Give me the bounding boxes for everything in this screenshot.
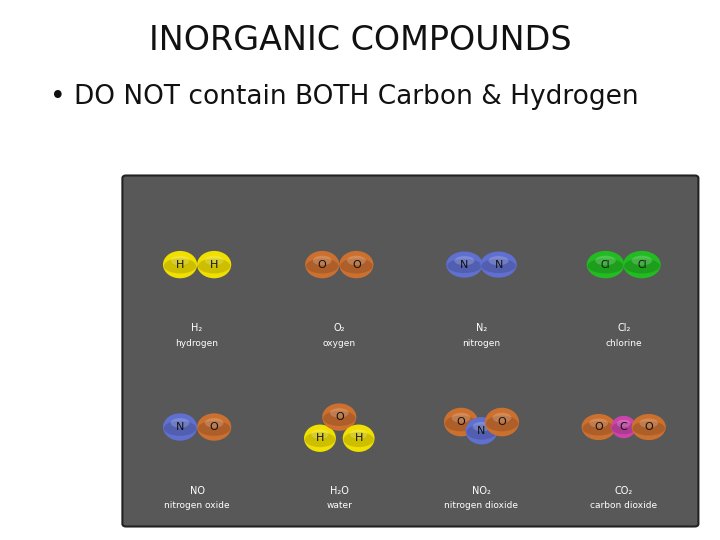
Ellipse shape <box>587 251 624 278</box>
Ellipse shape <box>485 408 519 436</box>
Ellipse shape <box>330 408 348 418</box>
Ellipse shape <box>171 418 189 428</box>
Ellipse shape <box>489 256 508 265</box>
Text: O: O <box>335 412 343 422</box>
Ellipse shape <box>473 422 490 431</box>
Text: H₂: H₂ <box>192 323 203 333</box>
Ellipse shape <box>631 414 666 440</box>
Text: Cl: Cl <box>637 260 647 269</box>
Ellipse shape <box>350 429 367 439</box>
Text: H: H <box>210 260 218 269</box>
Ellipse shape <box>582 421 615 436</box>
Ellipse shape <box>595 256 616 265</box>
Ellipse shape <box>447 259 482 273</box>
Ellipse shape <box>323 411 356 426</box>
Ellipse shape <box>612 422 636 434</box>
Ellipse shape <box>639 418 658 428</box>
Ellipse shape <box>340 259 372 273</box>
Text: O: O <box>644 422 653 432</box>
Ellipse shape <box>588 259 624 273</box>
FancyBboxPatch shape <box>122 176 698 526</box>
Text: INORGANIC COMPOUNDS: INORGANIC COMPOUNDS <box>149 24 571 57</box>
Text: nitrogen oxide: nitrogen oxide <box>164 501 230 510</box>
Ellipse shape <box>632 421 665 436</box>
Ellipse shape <box>313 256 332 265</box>
Text: N: N <box>477 426 486 436</box>
Text: N: N <box>176 422 184 432</box>
Ellipse shape <box>343 424 374 452</box>
Ellipse shape <box>306 259 338 273</box>
Text: C: C <box>620 422 628 432</box>
Text: Cl₂: Cl₂ <box>617 323 631 333</box>
Text: carbon dioxide: carbon dioxide <box>590 501 657 510</box>
Text: O: O <box>594 422 603 432</box>
Text: O: O <box>318 260 327 269</box>
Ellipse shape <box>204 256 223 265</box>
Text: H: H <box>176 260 184 269</box>
Ellipse shape <box>305 251 339 278</box>
Ellipse shape <box>444 408 478 436</box>
Ellipse shape <box>347 256 366 265</box>
Text: N: N <box>495 260 503 269</box>
Ellipse shape <box>492 413 511 423</box>
Ellipse shape <box>451 413 470 423</box>
Ellipse shape <box>589 418 608 428</box>
Ellipse shape <box>163 251 197 278</box>
Ellipse shape <box>481 259 516 273</box>
Ellipse shape <box>305 432 335 447</box>
Ellipse shape <box>623 251 661 278</box>
Text: oxygen: oxygen <box>323 339 356 348</box>
Ellipse shape <box>343 432 374 447</box>
Ellipse shape <box>480 252 517 278</box>
Ellipse shape <box>204 418 223 428</box>
Text: N: N <box>460 260 469 269</box>
Text: O: O <box>210 422 219 432</box>
Ellipse shape <box>304 424 336 452</box>
Text: chlorine: chlorine <box>606 339 642 348</box>
Ellipse shape <box>198 259 230 273</box>
Ellipse shape <box>164 259 197 273</box>
Ellipse shape <box>466 417 498 444</box>
Ellipse shape <box>164 421 197 436</box>
Text: Cl: Cl <box>600 260 611 269</box>
Text: hydrogen: hydrogen <box>176 339 219 348</box>
Text: NO₂: NO₂ <box>472 486 491 496</box>
Text: • DO NOT contain BOTH Carbon & Hydrogen: • DO NOT contain BOTH Carbon & Hydrogen <box>50 84 639 110</box>
Ellipse shape <box>163 413 197 441</box>
Text: H: H <box>354 433 363 443</box>
Ellipse shape <box>467 424 497 440</box>
Ellipse shape <box>171 256 189 265</box>
Ellipse shape <box>197 413 231 441</box>
Text: NO: NO <box>189 486 204 496</box>
Text: N₂: N₂ <box>476 323 487 333</box>
Text: water: water <box>326 501 352 510</box>
Ellipse shape <box>617 420 631 428</box>
Text: O: O <box>456 417 465 427</box>
Ellipse shape <box>582 414 616 440</box>
Ellipse shape <box>339 251 374 278</box>
Text: O: O <box>498 417 506 427</box>
Ellipse shape <box>611 416 636 438</box>
Text: H₂O: H₂O <box>330 486 348 496</box>
Text: O₂: O₂ <box>333 323 345 333</box>
Ellipse shape <box>631 256 652 265</box>
Text: H: H <box>316 433 324 443</box>
Ellipse shape <box>323 403 356 431</box>
Ellipse shape <box>311 429 329 439</box>
Text: CO₂: CO₂ <box>615 486 633 496</box>
Text: nitrogen dioxide: nitrogen dioxide <box>444 501 518 510</box>
Ellipse shape <box>198 421 230 436</box>
Ellipse shape <box>197 251 231 278</box>
Ellipse shape <box>486 416 518 431</box>
Ellipse shape <box>624 259 660 273</box>
Text: nitrogen: nitrogen <box>462 339 500 348</box>
Ellipse shape <box>446 252 482 278</box>
Ellipse shape <box>454 256 474 265</box>
Ellipse shape <box>445 416 477 431</box>
Text: O: O <box>352 260 361 269</box>
